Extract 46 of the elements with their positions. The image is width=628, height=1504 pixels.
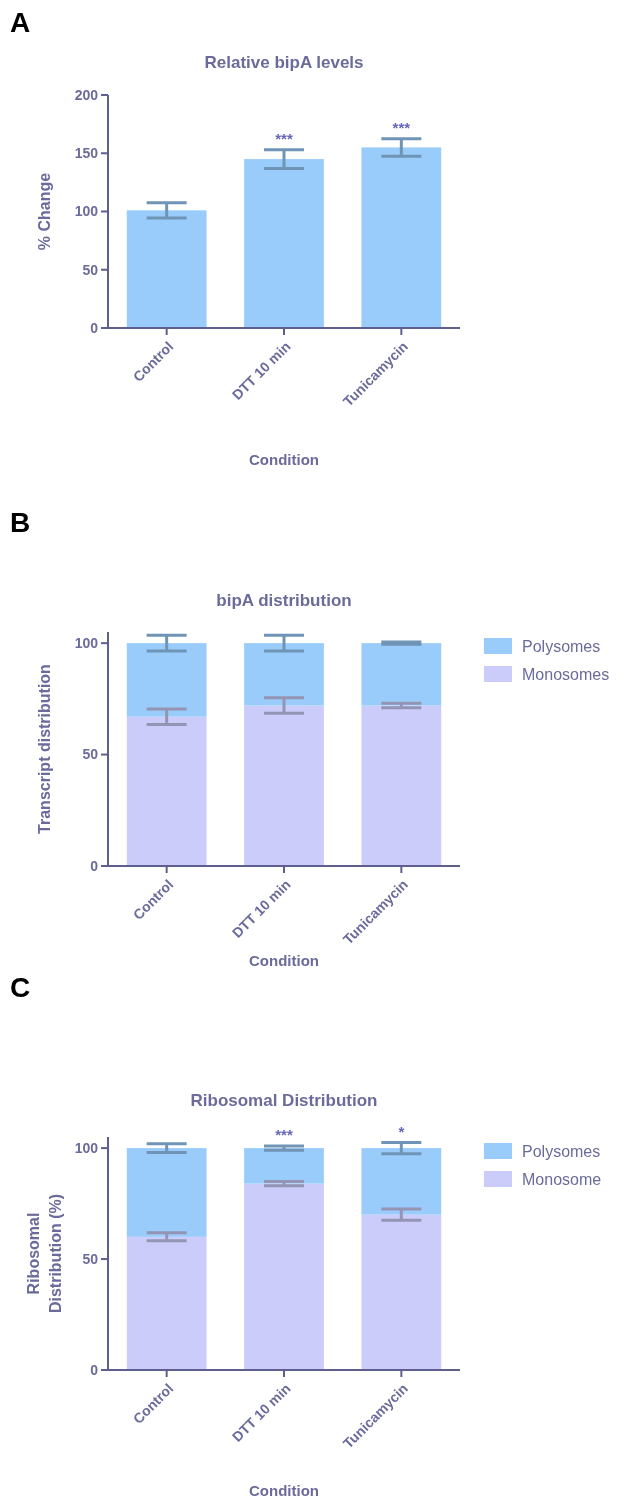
bar [126, 210, 207, 328]
bar [126, 643, 207, 717]
bar [361, 147, 442, 328]
annotation: *** [275, 1125, 293, 1143]
x-axis-title: Condition [249, 952, 319, 969]
y-axis-title: Transcript distribution [36, 664, 53, 834]
y-tick-label: 100 [74, 1140, 99, 1156]
bar [244, 1183, 324, 1370]
y-tick-label: 50 [82, 1250, 99, 1267]
text: C [10, 972, 31, 1003]
legend-label: Monosomes [522, 665, 610, 683]
y-tick-label: 100 [74, 203, 99, 220]
bar [244, 643, 324, 706]
annotation: * [398, 1122, 405, 1140]
bar [126, 716, 207, 866]
annotation: *** [275, 129, 293, 147]
bar [244, 705, 324, 866]
bar [361, 1214, 442, 1370]
text: A [10, 7, 31, 38]
chart-title: bipA distribution [216, 591, 352, 610]
y-axis-title: Ribosomal Distribution (%) [25, 1193, 64, 1314]
y-tick-label: 150 [74, 145, 99, 162]
text: B [10, 507, 31, 538]
y-tick-label: 100 [74, 635, 99, 652]
chart-title: Relative bipA levels [204, 53, 364, 72]
bar [244, 1148, 324, 1184]
y-tick-label: 0 [90, 1361, 99, 1378]
legend-label: Monosome [522, 1170, 602, 1188]
bar [361, 705, 442, 866]
bar [244, 159, 324, 328]
y-tick-label: 50 [82, 746, 99, 763]
bar [126, 1148, 207, 1237]
chart-title: Ribosomal Distribution [190, 1091, 378, 1110]
y-tick-label: 0 [90, 857, 99, 874]
legend-label: Polysomes [522, 1142, 601, 1160]
bar [126, 1236, 207, 1370]
y-tick-label: 200 [74, 86, 99, 103]
annotation: *** [392, 118, 411, 136]
y-tick-label: 0 [90, 319, 99, 336]
x-axis-title: Condition [249, 451, 319, 468]
x-axis-title: Condition [249, 1482, 319, 1499]
bar [361, 643, 442, 706]
bar [361, 1148, 442, 1215]
y-tick-label: 50 [82, 261, 99, 278]
legend-label: Polysomes [522, 637, 601, 655]
y-axis-title: % Change [36, 172, 53, 251]
